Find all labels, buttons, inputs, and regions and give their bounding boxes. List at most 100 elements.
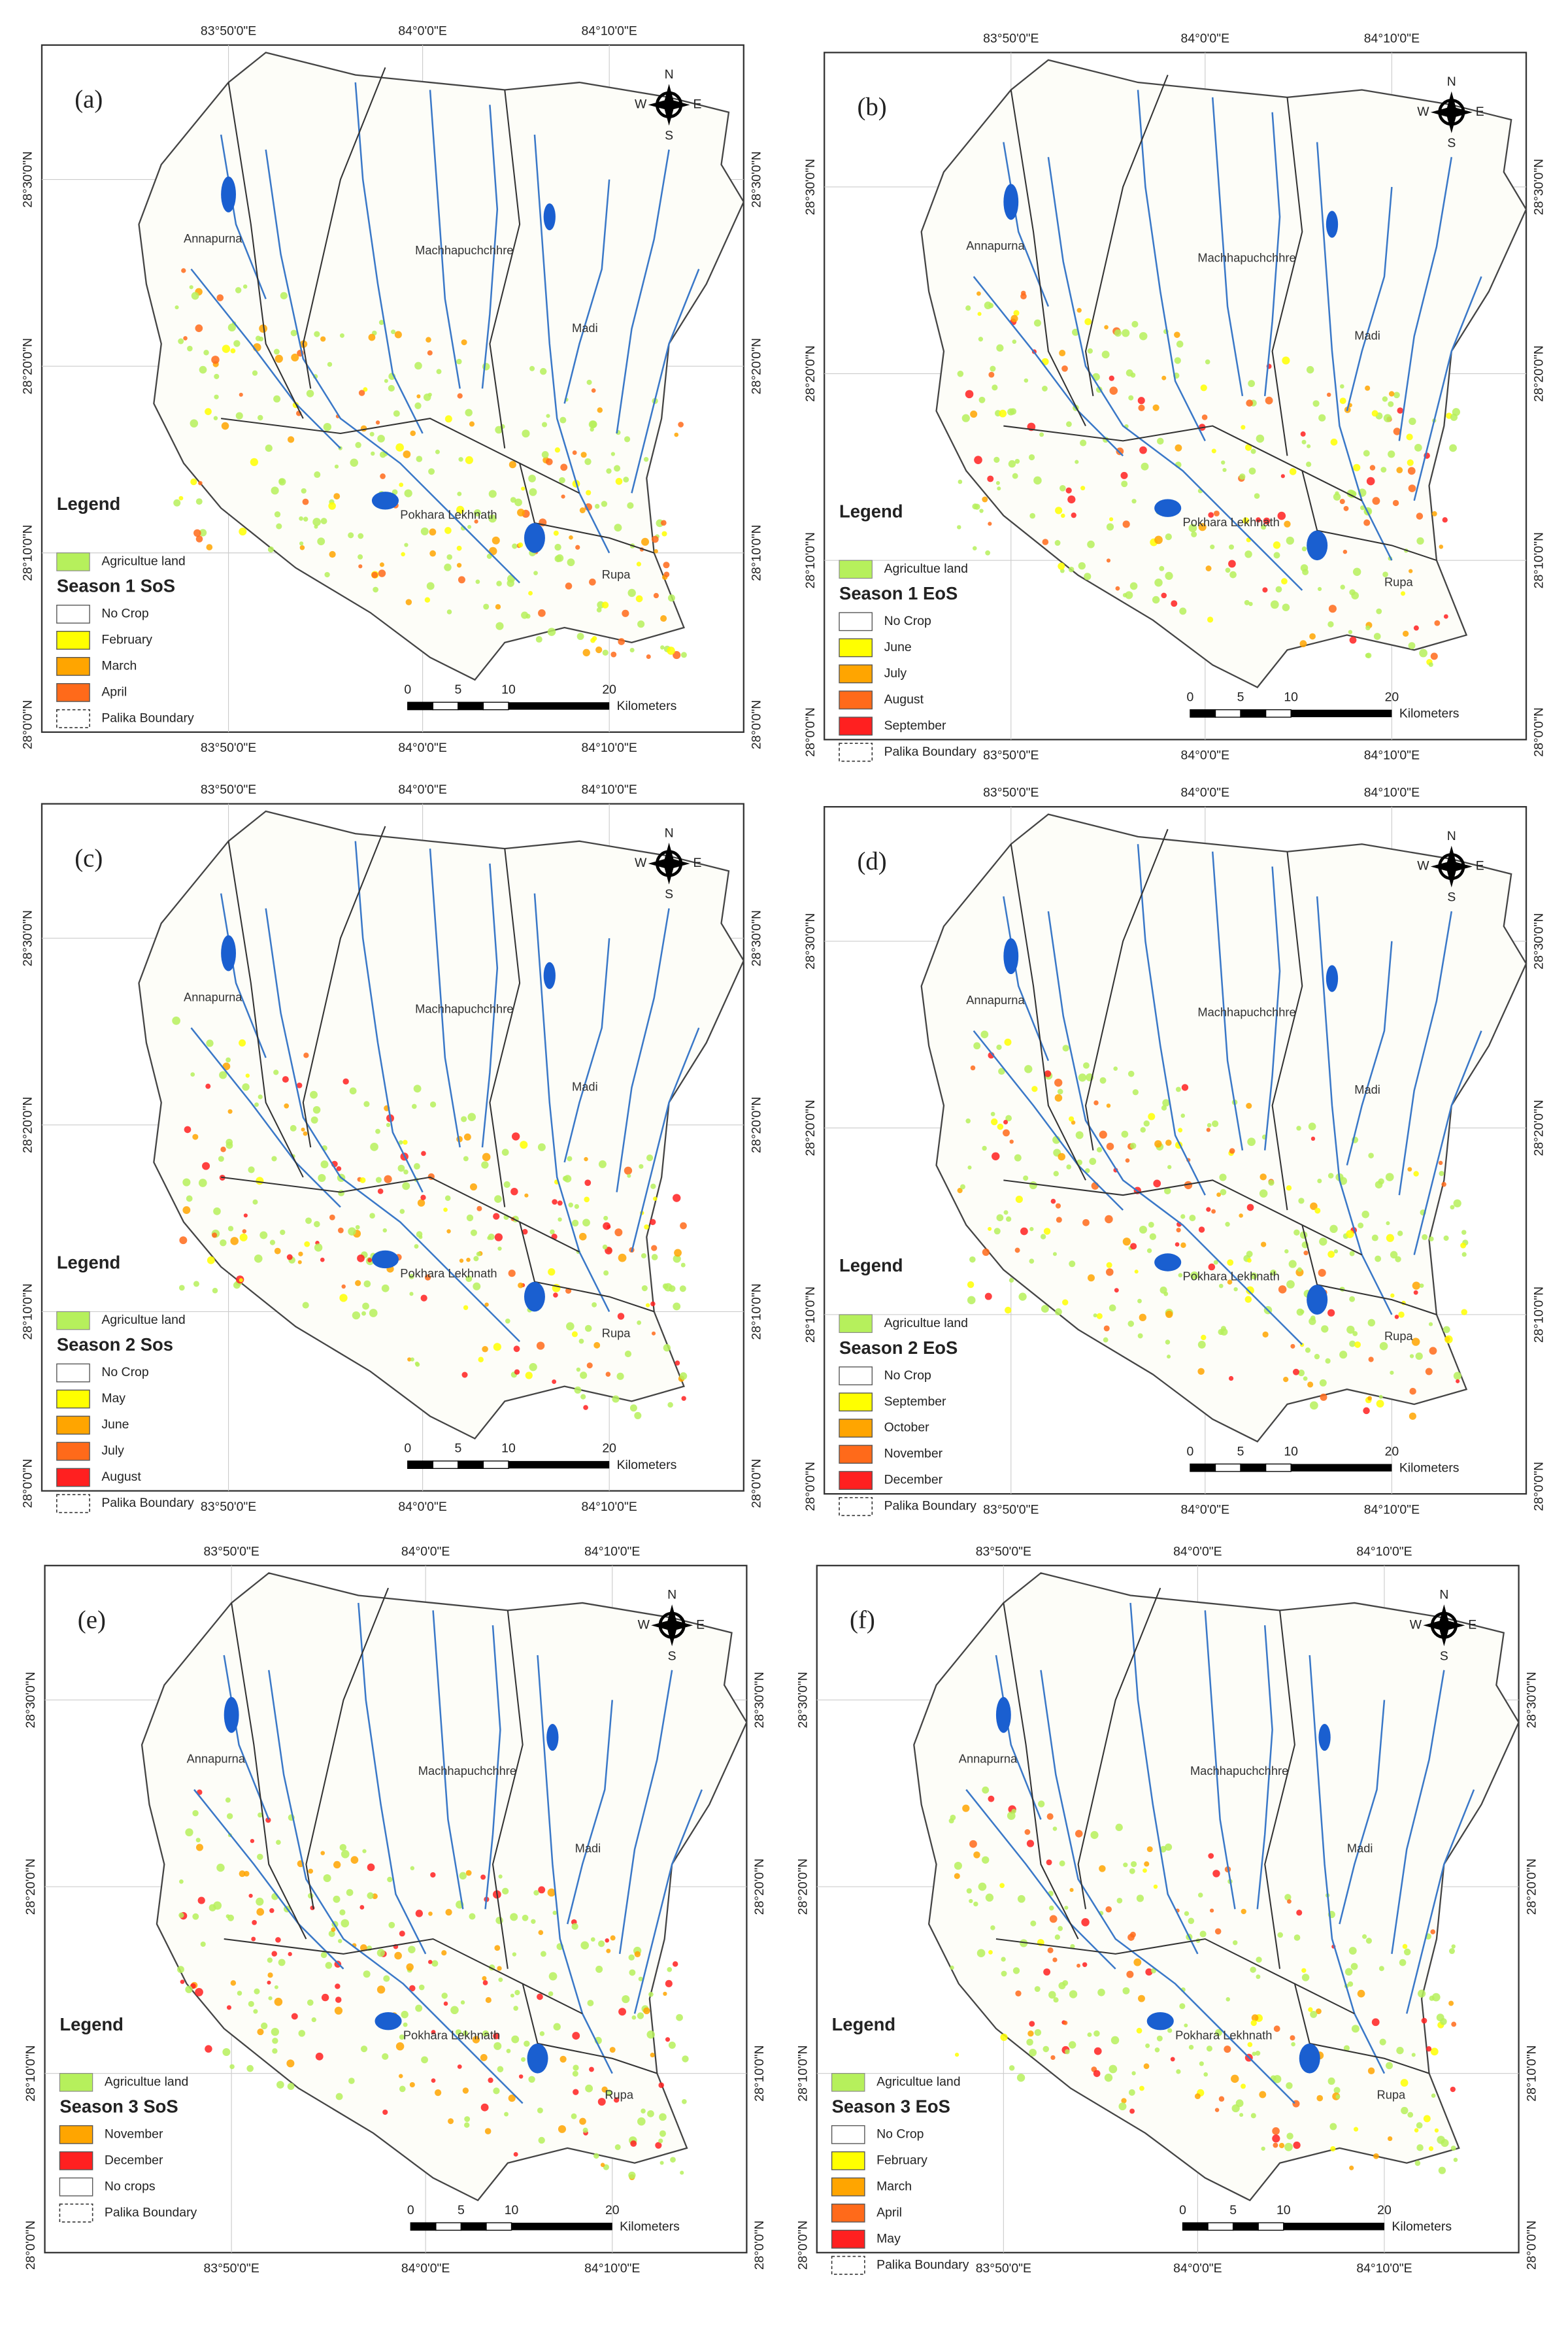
- crop-patch: [557, 1200, 563, 1206]
- crop-patch: [1318, 1268, 1326, 1277]
- compass-star: [1430, 845, 1473, 888]
- longitude-label: 83°50'0"E: [976, 2261, 1031, 2276]
- crop-patch: [1228, 560, 1236, 568]
- crop-patch: [1167, 2028, 1173, 2033]
- crop-patch: [1136, 1895, 1144, 1902]
- crop-patch: [1127, 1321, 1135, 1327]
- crop-patch: [1288, 1260, 1297, 1268]
- crop-patch: [348, 1227, 356, 1236]
- palika-boundary: [1003, 1179, 1363, 1256]
- longitude-label: 83°50'0"E: [201, 741, 256, 755]
- longitude-label: 84°10'0"E: [1364, 786, 1420, 800]
- crop-patch: [1104, 2074, 1113, 2082]
- crop-patch: [590, 427, 594, 432]
- crop-patch: [339, 333, 344, 338]
- compass-w: W: [638, 1617, 650, 1632]
- crop-patch: [1349, 589, 1356, 596]
- crop-patch: [1005, 1306, 1012, 1314]
- crop-patch: [328, 1930, 335, 1938]
- crop-patch: [1380, 467, 1387, 473]
- lake: [371, 492, 399, 510]
- crop-patch: [1365, 385, 1371, 391]
- crop-patch: [1263, 517, 1271, 525]
- crop-patch: [317, 537, 325, 546]
- crop-patch: [990, 1118, 998, 1126]
- river: [1346, 941, 1393, 1166]
- crop-patch: [299, 541, 304, 546]
- crop-patch: [1320, 1393, 1327, 1401]
- crop-patch: [1129, 1931, 1136, 1938]
- crop-patch: [610, 452, 615, 456]
- crop-patch: [680, 1262, 686, 1268]
- crop-patch: [518, 1282, 524, 1288]
- crop-patch: [1178, 1273, 1183, 1277]
- crop-patch: [384, 379, 388, 383]
- crop-patch: [1461, 1252, 1467, 1257]
- crop-patch: [585, 2084, 593, 2093]
- lake: [1318, 1724, 1331, 1751]
- crop-patch: [1393, 392, 1400, 399]
- crop-patch: [1181, 1084, 1189, 1091]
- crop-patch: [333, 1861, 341, 1869]
- crop-patch: [428, 468, 435, 475]
- scale-segment: [1291, 709, 1392, 718]
- crop-patch: [592, 635, 597, 641]
- crop-patch: [1348, 630, 1353, 635]
- crop-patch: [1152, 596, 1160, 604]
- crop-patch: [1402, 630, 1409, 637]
- crop-patch: [243, 1213, 248, 1218]
- crop-patch: [496, 581, 502, 586]
- crop-patch: [376, 1985, 386, 1994]
- scale-label: 10: [1284, 690, 1298, 704]
- crop-patch: [1239, 2113, 1244, 2117]
- river: [223, 1655, 270, 1820]
- crop-patch: [1327, 621, 1334, 628]
- legend-title: Legend: [839, 501, 903, 521]
- crop-patch: [1068, 2041, 1076, 2049]
- crop-patch: [369, 1213, 375, 1219]
- legend-label: Agricultue land: [101, 1313, 185, 1327]
- lake: [1146, 2012, 1174, 2030]
- crop-patch: [409, 1292, 414, 1296]
- compass-s: S: [668, 1649, 676, 1663]
- crop-patch: [1301, 439, 1307, 445]
- crop-patch: [192, 1134, 199, 1140]
- crop-patch: [473, 509, 481, 516]
- crop-patch: [554, 447, 560, 453]
- crop-patch: [1167, 1355, 1171, 1359]
- crop-patch: [459, 1258, 464, 1263]
- crop-patch: [1261, 524, 1267, 530]
- crop-patch: [1303, 1251, 1309, 1256]
- crop-patch: [404, 543, 409, 547]
- crop-patch: [1251, 2014, 1259, 2021]
- crop-patch: [272, 2038, 278, 2044]
- crop-patch: [634, 1411, 642, 1419]
- crop-patch: [1428, 2146, 1434, 2151]
- crop-patch: [573, 2089, 579, 2095]
- crop-patch: [288, 1951, 292, 1957]
- crop-patch: [1347, 1981, 1354, 1987]
- place-name: Pokhara Lekhnath: [400, 1266, 497, 1280]
- crop-patch: [1001, 1970, 1007, 1977]
- crop-patch: [409, 1985, 416, 1992]
- crop-patch: [314, 471, 321, 479]
- crop-patch: [1165, 1310, 1173, 1319]
- crop-patch: [409, 1273, 414, 1279]
- crop-patch: [969, 1898, 973, 1904]
- crop-patch: [582, 1219, 590, 1227]
- longitude-label: 83°50'0"E: [983, 749, 1039, 763]
- crop-patch: [1408, 484, 1416, 492]
- crop-patch: [1207, 1122, 1212, 1128]
- legend-swatch: [831, 2203, 865, 2223]
- crop-patch: [267, 1957, 273, 1963]
- crop-patch: [1326, 392, 1331, 397]
- scale-label: 20: [1385, 690, 1399, 704]
- crop-patch: [213, 1207, 221, 1215]
- crop-patch: [629, 647, 635, 653]
- crop-patch: [1246, 1103, 1252, 1109]
- crop-patch: [1139, 446, 1147, 454]
- crop-patch: [1029, 1226, 1034, 1232]
- crop-patch: [984, 1292, 992, 1300]
- palika-boundary: [489, 849, 521, 1207]
- crop-patch: [271, 1156, 277, 1162]
